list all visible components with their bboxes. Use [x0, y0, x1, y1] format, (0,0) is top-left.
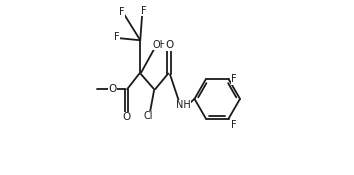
- Text: F: F: [114, 32, 119, 42]
- Text: O: O: [108, 84, 116, 94]
- Text: F: F: [231, 74, 237, 84]
- Text: NH: NH: [176, 100, 190, 110]
- Text: O: O: [165, 40, 173, 51]
- Text: F: F: [119, 7, 125, 17]
- Text: F: F: [231, 120, 237, 130]
- Text: O: O: [122, 112, 130, 122]
- Text: Cl: Cl: [143, 111, 153, 121]
- Text: OH: OH: [153, 40, 167, 50]
- Text: F: F: [141, 5, 147, 16]
